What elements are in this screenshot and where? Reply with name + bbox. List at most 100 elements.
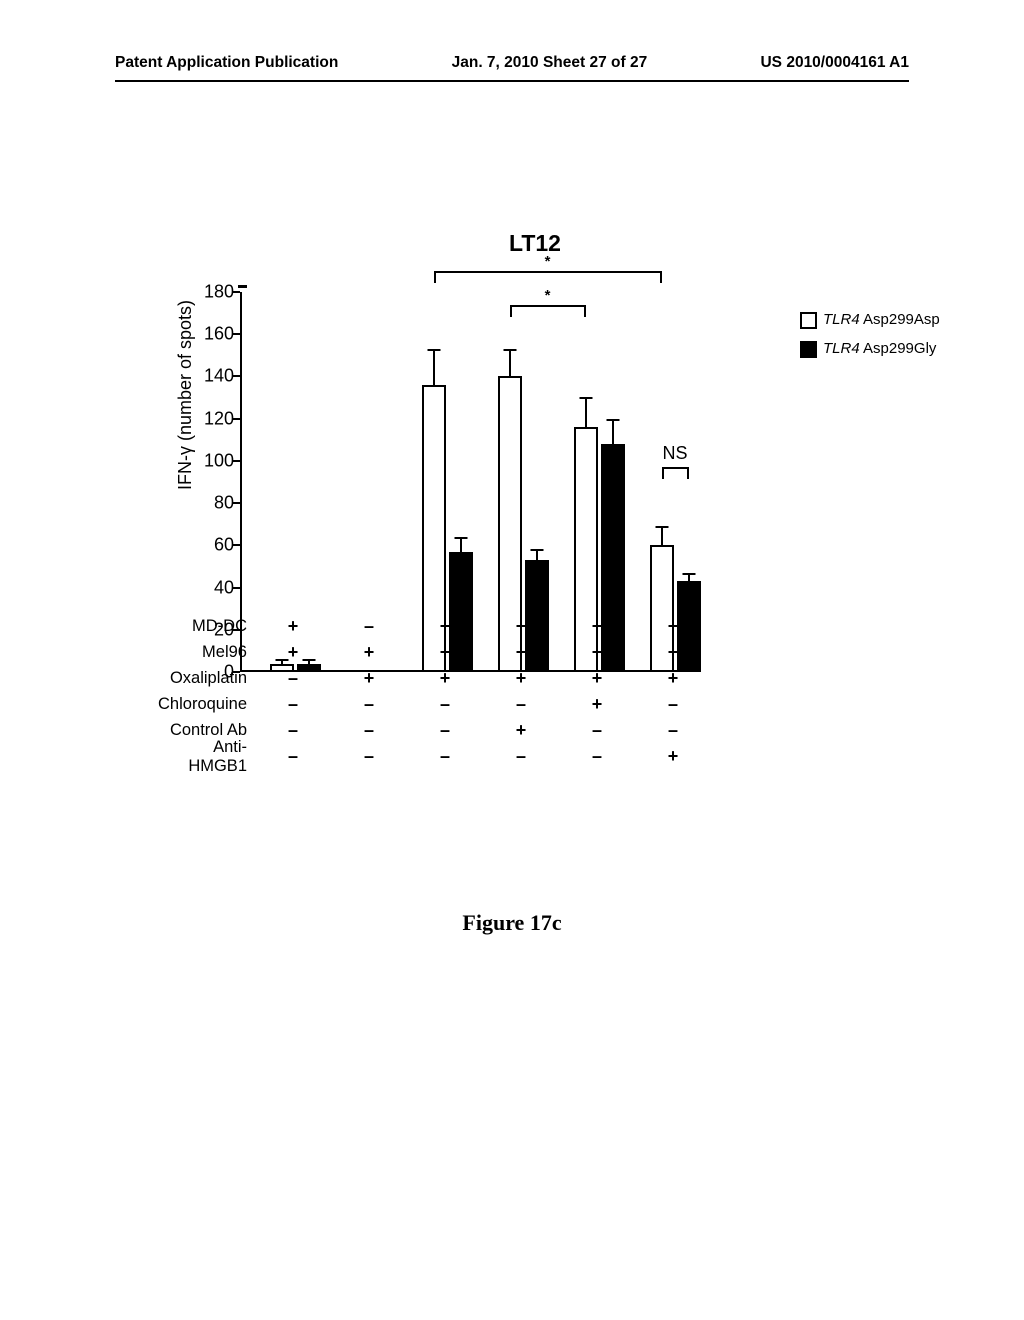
legend-swatch	[800, 341, 817, 358]
y-tick-label: 40	[194, 577, 234, 598]
condition-cell: +	[559, 616, 635, 637]
condition-cell: –	[331, 616, 407, 637]
y-tick-mark	[233, 291, 240, 293]
error-bar	[433, 349, 435, 387]
condition-cell: +	[407, 642, 483, 663]
condition-cell: +	[407, 616, 483, 637]
ns-label: NS	[662, 443, 687, 464]
condition-cell: –	[483, 694, 559, 715]
legend-item: TLR4 Asp299Gly	[800, 337, 940, 361]
condition-cell: +	[483, 668, 559, 689]
y-axis-top-tick	[238, 285, 247, 288]
error-bar	[688, 573, 690, 584]
condition-row: MD-DC+–++++	[155, 615, 711, 638]
significance-bracket	[434, 271, 662, 281]
significance-bracket	[510, 305, 586, 315]
y-tick-label: 140	[194, 366, 234, 387]
condition-cell: –	[559, 746, 635, 767]
error-bar	[612, 419, 614, 446]
condition-row: Chloroquine––––+–	[155, 693, 711, 716]
legend-item: TLR4 Asp299Asp	[800, 308, 940, 332]
condition-label: Anti-HMGB1	[155, 738, 255, 776]
error-bar	[661, 526, 663, 547]
y-tick-mark	[233, 418, 240, 420]
y-tick-label: 180	[194, 282, 234, 303]
y-tick-label: 160	[194, 324, 234, 345]
condition-cell: –	[559, 720, 635, 741]
y-tick-mark	[233, 333, 240, 335]
condition-cell: +	[331, 642, 407, 663]
y-tick-mark	[233, 587, 240, 589]
chart-legend: TLR4 Asp299Asp TLR4 Asp299Gly	[800, 308, 940, 366]
condition-cell: +	[483, 616, 559, 637]
error-bar	[509, 349, 511, 379]
legend-label: TLR4 Asp299Gly	[823, 337, 936, 361]
condition-cells: –––––+	[255, 746, 711, 767]
condition-cell: +	[331, 668, 407, 689]
chart: LT12 TLR4 Asp299AspTLR4 Asp299Gly IFN-γ …	[160, 230, 780, 672]
condition-cell: –	[483, 746, 559, 767]
condition-row: Anti-HMGB1–––––+	[155, 745, 711, 768]
condition-cell: +	[559, 694, 635, 715]
y-axis-label: IFN-γ (number of spots)	[175, 300, 196, 490]
condition-cells: +–++++	[255, 616, 711, 637]
condition-label: MD-DC	[155, 617, 255, 636]
condition-label: Chloroquine	[155, 695, 255, 714]
condition-label: Oxaliplatin	[155, 669, 255, 688]
condition-label: Mel96	[155, 643, 255, 662]
condition-cell: –	[331, 746, 407, 767]
error-bar	[460, 537, 462, 554]
condition-cell: –	[331, 694, 407, 715]
y-tick-label: 100	[194, 450, 234, 471]
condition-row: Oxaliplatin–+++++	[155, 667, 711, 690]
y-tick-mark	[233, 375, 240, 377]
y-tick-mark	[233, 502, 240, 504]
condition-cell: –	[635, 720, 711, 741]
condition-cells: –––+––	[255, 720, 711, 741]
condition-cell: +	[559, 642, 635, 663]
condition-cell: –	[407, 746, 483, 767]
chart-title: LT12	[290, 230, 780, 257]
error-bar	[536, 549, 538, 562]
y-tick-mark	[233, 460, 240, 462]
figure-caption: Figure 17c	[0, 910, 1024, 936]
significance-star: *	[545, 253, 551, 270]
condition-cell: +	[483, 642, 559, 663]
error-bar	[585, 397, 587, 429]
header-center: Jan. 7, 2010 Sheet 27 of 27	[452, 54, 648, 72]
condition-cell: +	[635, 668, 711, 689]
condition-cell: –	[331, 720, 407, 741]
condition-cell: +	[559, 668, 635, 689]
condition-cells: –+++++	[255, 668, 711, 689]
condition-cells: ++++++	[255, 642, 711, 663]
y-tick-label: 80	[194, 493, 234, 514]
page-header: Patent Application Publication Jan. 7, 2…	[0, 54, 1024, 72]
condition-cell: –	[407, 720, 483, 741]
y-tick-mark	[233, 544, 240, 546]
condition-cells: ––––+–	[255, 694, 711, 715]
condition-cell: –	[407, 694, 483, 715]
condition-cell: –	[255, 720, 331, 741]
legend-label: TLR4 Asp299Asp	[823, 308, 940, 332]
header-rule	[115, 80, 909, 82]
y-tick-label: 120	[194, 408, 234, 429]
condition-cell: –	[255, 746, 331, 767]
condition-cell: +	[635, 746, 711, 767]
condition-cell: +	[635, 616, 711, 637]
condition-row: Mel96++++++	[155, 641, 711, 664]
condition-cell: +	[255, 642, 331, 663]
condition-cell: –	[255, 668, 331, 689]
condition-cell: +	[483, 720, 559, 741]
condition-cell: +	[407, 668, 483, 689]
condition-table: MD-DC+–++++Mel96++++++Oxaliplatin–+++++C…	[155, 615, 711, 768]
significance-star: *	[545, 287, 551, 304]
condition-cell: +	[255, 616, 331, 637]
condition-cell: –	[635, 694, 711, 715]
y-tick-label: 60	[194, 535, 234, 556]
ns-bracket	[662, 467, 689, 477]
header-left: Patent Application Publication	[115, 54, 338, 72]
condition-cell: +	[635, 642, 711, 663]
header-right: US 2010/0004161 A1	[760, 54, 909, 72]
legend-swatch	[800, 312, 817, 329]
condition-cell: –	[255, 694, 331, 715]
